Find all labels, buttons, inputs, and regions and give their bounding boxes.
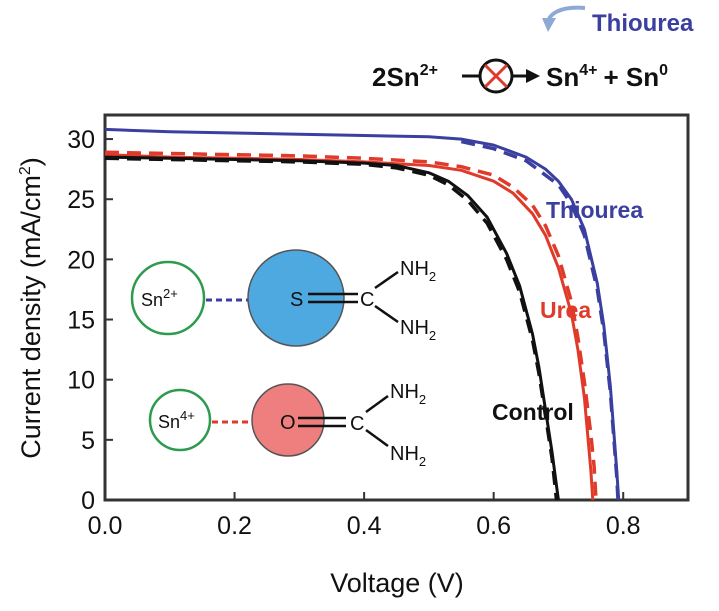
sn4-ion-label: Sn4+ [158, 408, 195, 432]
x-tick-label: 0.6 [476, 512, 511, 540]
y-tick-label: 20 [67, 246, 95, 274]
urea-oxygen-sphere [251, 383, 325, 457]
urea-cn-bond-1 [365, 394, 389, 414]
x-tick-label: 0.0 [88, 512, 123, 540]
reaction-scheme: Thiourea 2Sn2+ Sn4+ + Sn0 [372, 5, 694, 94]
plot-frame [103, 113, 690, 502]
y-axis-title: Current density (mA/cm2) [16, 157, 46, 458]
x-tick-label: 0.4 [347, 512, 382, 540]
thiourea-carbon: C [360, 289, 374, 311]
label-urea: Urea [540, 297, 591, 323]
series-layer [104, 127, 621, 501]
products: Sn4+ + Sn0 [546, 62, 668, 92]
label-thiourea: Thiourea [546, 197, 643, 223]
x-tick-label: 0.2 [217, 512, 252, 540]
urea-nh2-bottom: NH2 [390, 443, 426, 469]
thiourea-sulfur-sphere [247, 249, 345, 347]
inhibit-arrow-head [542, 18, 556, 32]
y-tick-label: 5 [81, 427, 95, 455]
reaction-arrow-head [526, 69, 540, 83]
nh2-bottom: NH2 [400, 317, 436, 343]
series-line-control-dashed [104, 156, 559, 501]
inset-schematic: Sn2+ S C NH2 NH2 Sn4+ O C NH2 NH2 [130, 249, 436, 469]
sulfur-atom: S [290, 289, 303, 311]
sn2-ion-ring [130, 260, 206, 336]
cn-bond-1 [374, 270, 399, 290]
cn-bond-2 [374, 304, 399, 324]
y-tick-label: 10 [67, 367, 95, 395]
y-tick-label: 30 [67, 126, 95, 154]
urea-cn-bond-2 [365, 428, 389, 448]
inhibitor-label: Thiourea [592, 10, 694, 37]
urea-carbon: C [350, 413, 364, 435]
reactant: 2Sn2+ [372, 62, 438, 92]
oxygen-atom: O [280, 412, 296, 434]
y-tick-label: 15 [67, 307, 95, 335]
series-line-urea-dashed [104, 150, 598, 501]
x-axis-title: Voltage (V) [330, 568, 464, 598]
y-tick-label: 25 [67, 186, 95, 214]
urea-nh2-top: NH2 [390, 381, 426, 407]
y-tick-label: 0 [81, 487, 95, 515]
label-control: Control [492, 399, 574, 425]
x-tick-label: 0.8 [606, 512, 641, 540]
sn4-ion-ring [148, 388, 212, 452]
blocked-cross-b [483, 63, 509, 89]
axis-ticks: 0.0 0.2 0.4 0.6 0.8 0 5 10 15 20 25 30 [67, 126, 640, 540]
nh2-top: NH2 [400, 258, 436, 284]
sn2-ion-label: Sn2+ [141, 286, 178, 310]
